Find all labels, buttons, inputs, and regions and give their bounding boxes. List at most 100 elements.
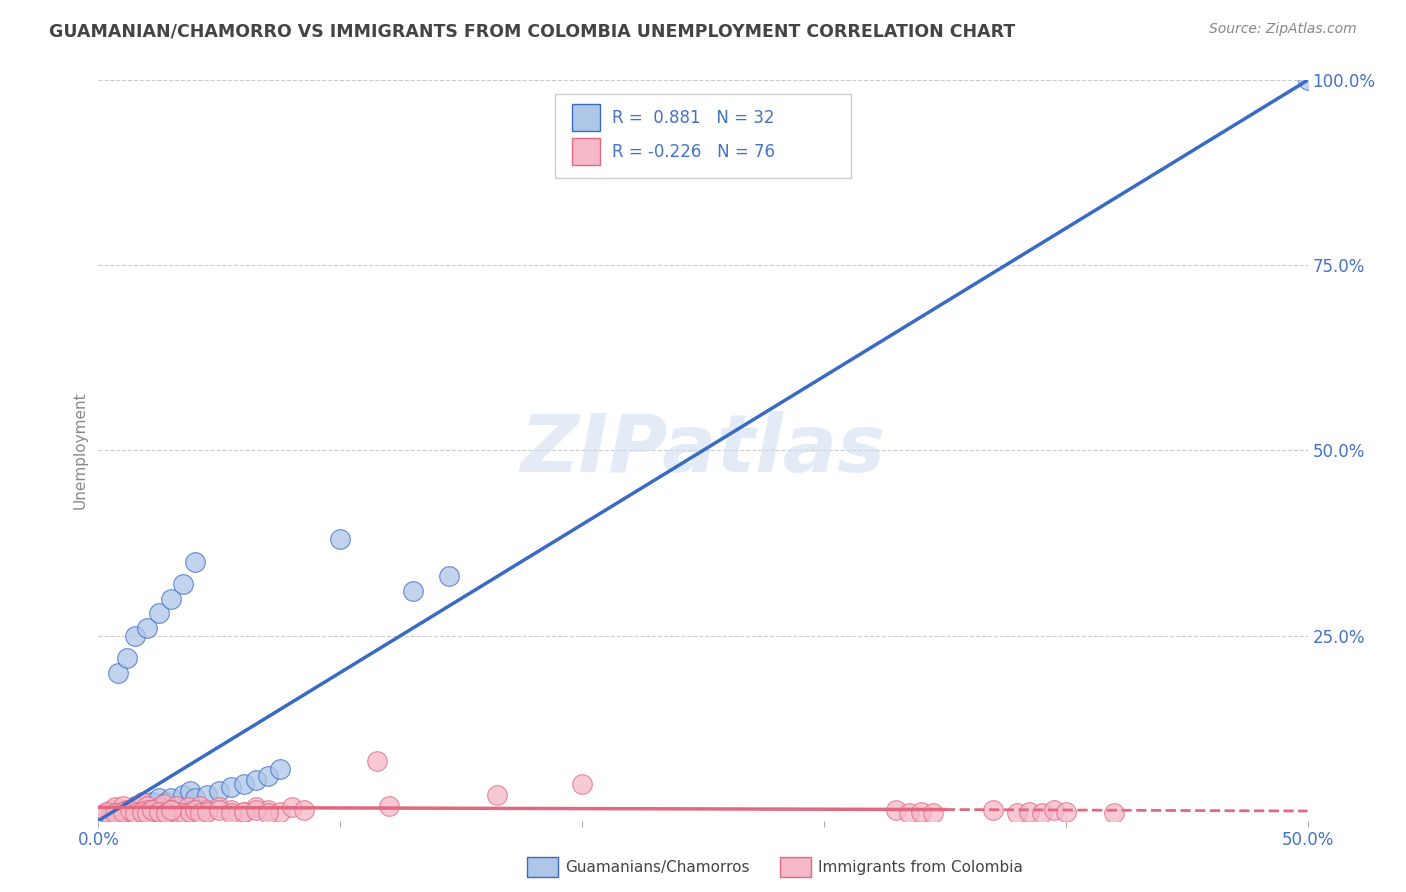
Point — [208, 803, 231, 817]
Point — [160, 791, 183, 805]
Point — [94, 806, 117, 821]
Point — [124, 806, 146, 821]
Point — [245, 803, 267, 817]
Point — [135, 803, 157, 817]
Point — [232, 776, 254, 791]
Point — [111, 805, 134, 819]
Text: R = -0.226   N = 76: R = -0.226 N = 76 — [612, 143, 775, 161]
Point — [117, 803, 139, 817]
Point — [148, 791, 170, 805]
Text: R =  0.881   N = 32: R = 0.881 N = 32 — [612, 109, 775, 127]
Point — [188, 798, 211, 813]
Point — [184, 791, 207, 805]
Point — [269, 805, 291, 819]
Point — [256, 769, 278, 783]
Point — [1007, 806, 1029, 821]
Point — [329, 533, 352, 547]
Point — [128, 805, 150, 819]
Point — [124, 798, 146, 813]
Point — [208, 784, 231, 798]
Point — [172, 805, 194, 819]
Point — [160, 803, 183, 817]
Point — [281, 800, 304, 814]
Point — [111, 806, 134, 821]
Point — [165, 798, 187, 813]
Point — [366, 755, 388, 769]
Point — [921, 806, 943, 821]
Point — [256, 803, 278, 817]
Point — [172, 806, 194, 821]
Point — [221, 780, 243, 795]
Point — [1031, 806, 1053, 821]
Point — [195, 788, 218, 802]
Point — [124, 628, 146, 642]
Point — [981, 803, 1004, 817]
Point — [141, 803, 163, 817]
Point — [104, 800, 127, 814]
Point — [188, 806, 211, 821]
Text: Source: ZipAtlas.com: Source: ZipAtlas.com — [1209, 22, 1357, 37]
Point — [897, 806, 920, 821]
Point — [910, 805, 932, 819]
Point — [148, 805, 170, 819]
Point — [117, 650, 139, 665]
Point — [148, 805, 170, 819]
Point — [135, 621, 157, 635]
Point — [131, 803, 153, 817]
Point — [179, 784, 201, 798]
Point — [437, 569, 460, 583]
Point — [1042, 803, 1064, 817]
Point — [886, 803, 908, 817]
Point — [160, 803, 183, 817]
Point — [184, 555, 207, 569]
Point — [221, 803, 243, 817]
Point — [195, 803, 218, 817]
Text: GUAMANIAN/CHAMORRO VS IMMIGRANTS FROM COLOMBIA UNEMPLOYMENT CORRELATION CHART: GUAMANIAN/CHAMORRO VS IMMIGRANTS FROM CO… — [49, 22, 1015, 40]
Point — [155, 795, 177, 809]
Point — [184, 803, 207, 817]
Point — [141, 806, 163, 821]
Point — [165, 805, 187, 819]
Point — [486, 788, 509, 802]
Point — [245, 800, 267, 814]
Point — [107, 805, 129, 819]
Point — [172, 788, 194, 802]
Point — [100, 803, 122, 817]
Point — [94, 805, 117, 819]
Point — [221, 806, 243, 821]
Point — [1054, 805, 1077, 819]
Point — [402, 584, 425, 599]
Point — [155, 806, 177, 821]
Point — [124, 800, 146, 814]
Point — [195, 805, 218, 819]
Point — [1102, 806, 1125, 821]
Point — [232, 805, 254, 819]
Point — [245, 772, 267, 787]
Point — [141, 803, 163, 817]
Point — [571, 776, 593, 791]
Point — [208, 800, 231, 814]
Y-axis label: Unemployment: Unemployment — [72, 392, 87, 509]
Point — [131, 805, 153, 819]
Point — [179, 805, 201, 819]
Point — [148, 607, 170, 621]
Point — [160, 803, 183, 817]
Point — [100, 807, 122, 822]
Point — [141, 795, 163, 809]
Point — [160, 591, 183, 606]
Text: Immigrants from Colombia: Immigrants from Colombia — [818, 860, 1024, 874]
Point — [1296, 73, 1319, 87]
Text: ZIPatlas: ZIPatlas — [520, 411, 886, 490]
Point — [292, 803, 315, 817]
Point — [135, 798, 157, 813]
Point — [148, 800, 170, 814]
Point — [177, 800, 200, 814]
Point — [117, 803, 139, 817]
Point — [256, 806, 278, 821]
Point — [152, 797, 174, 812]
Point — [124, 806, 146, 821]
Point — [117, 803, 139, 817]
Point — [104, 806, 127, 821]
Point — [155, 806, 177, 821]
Point — [111, 805, 134, 819]
